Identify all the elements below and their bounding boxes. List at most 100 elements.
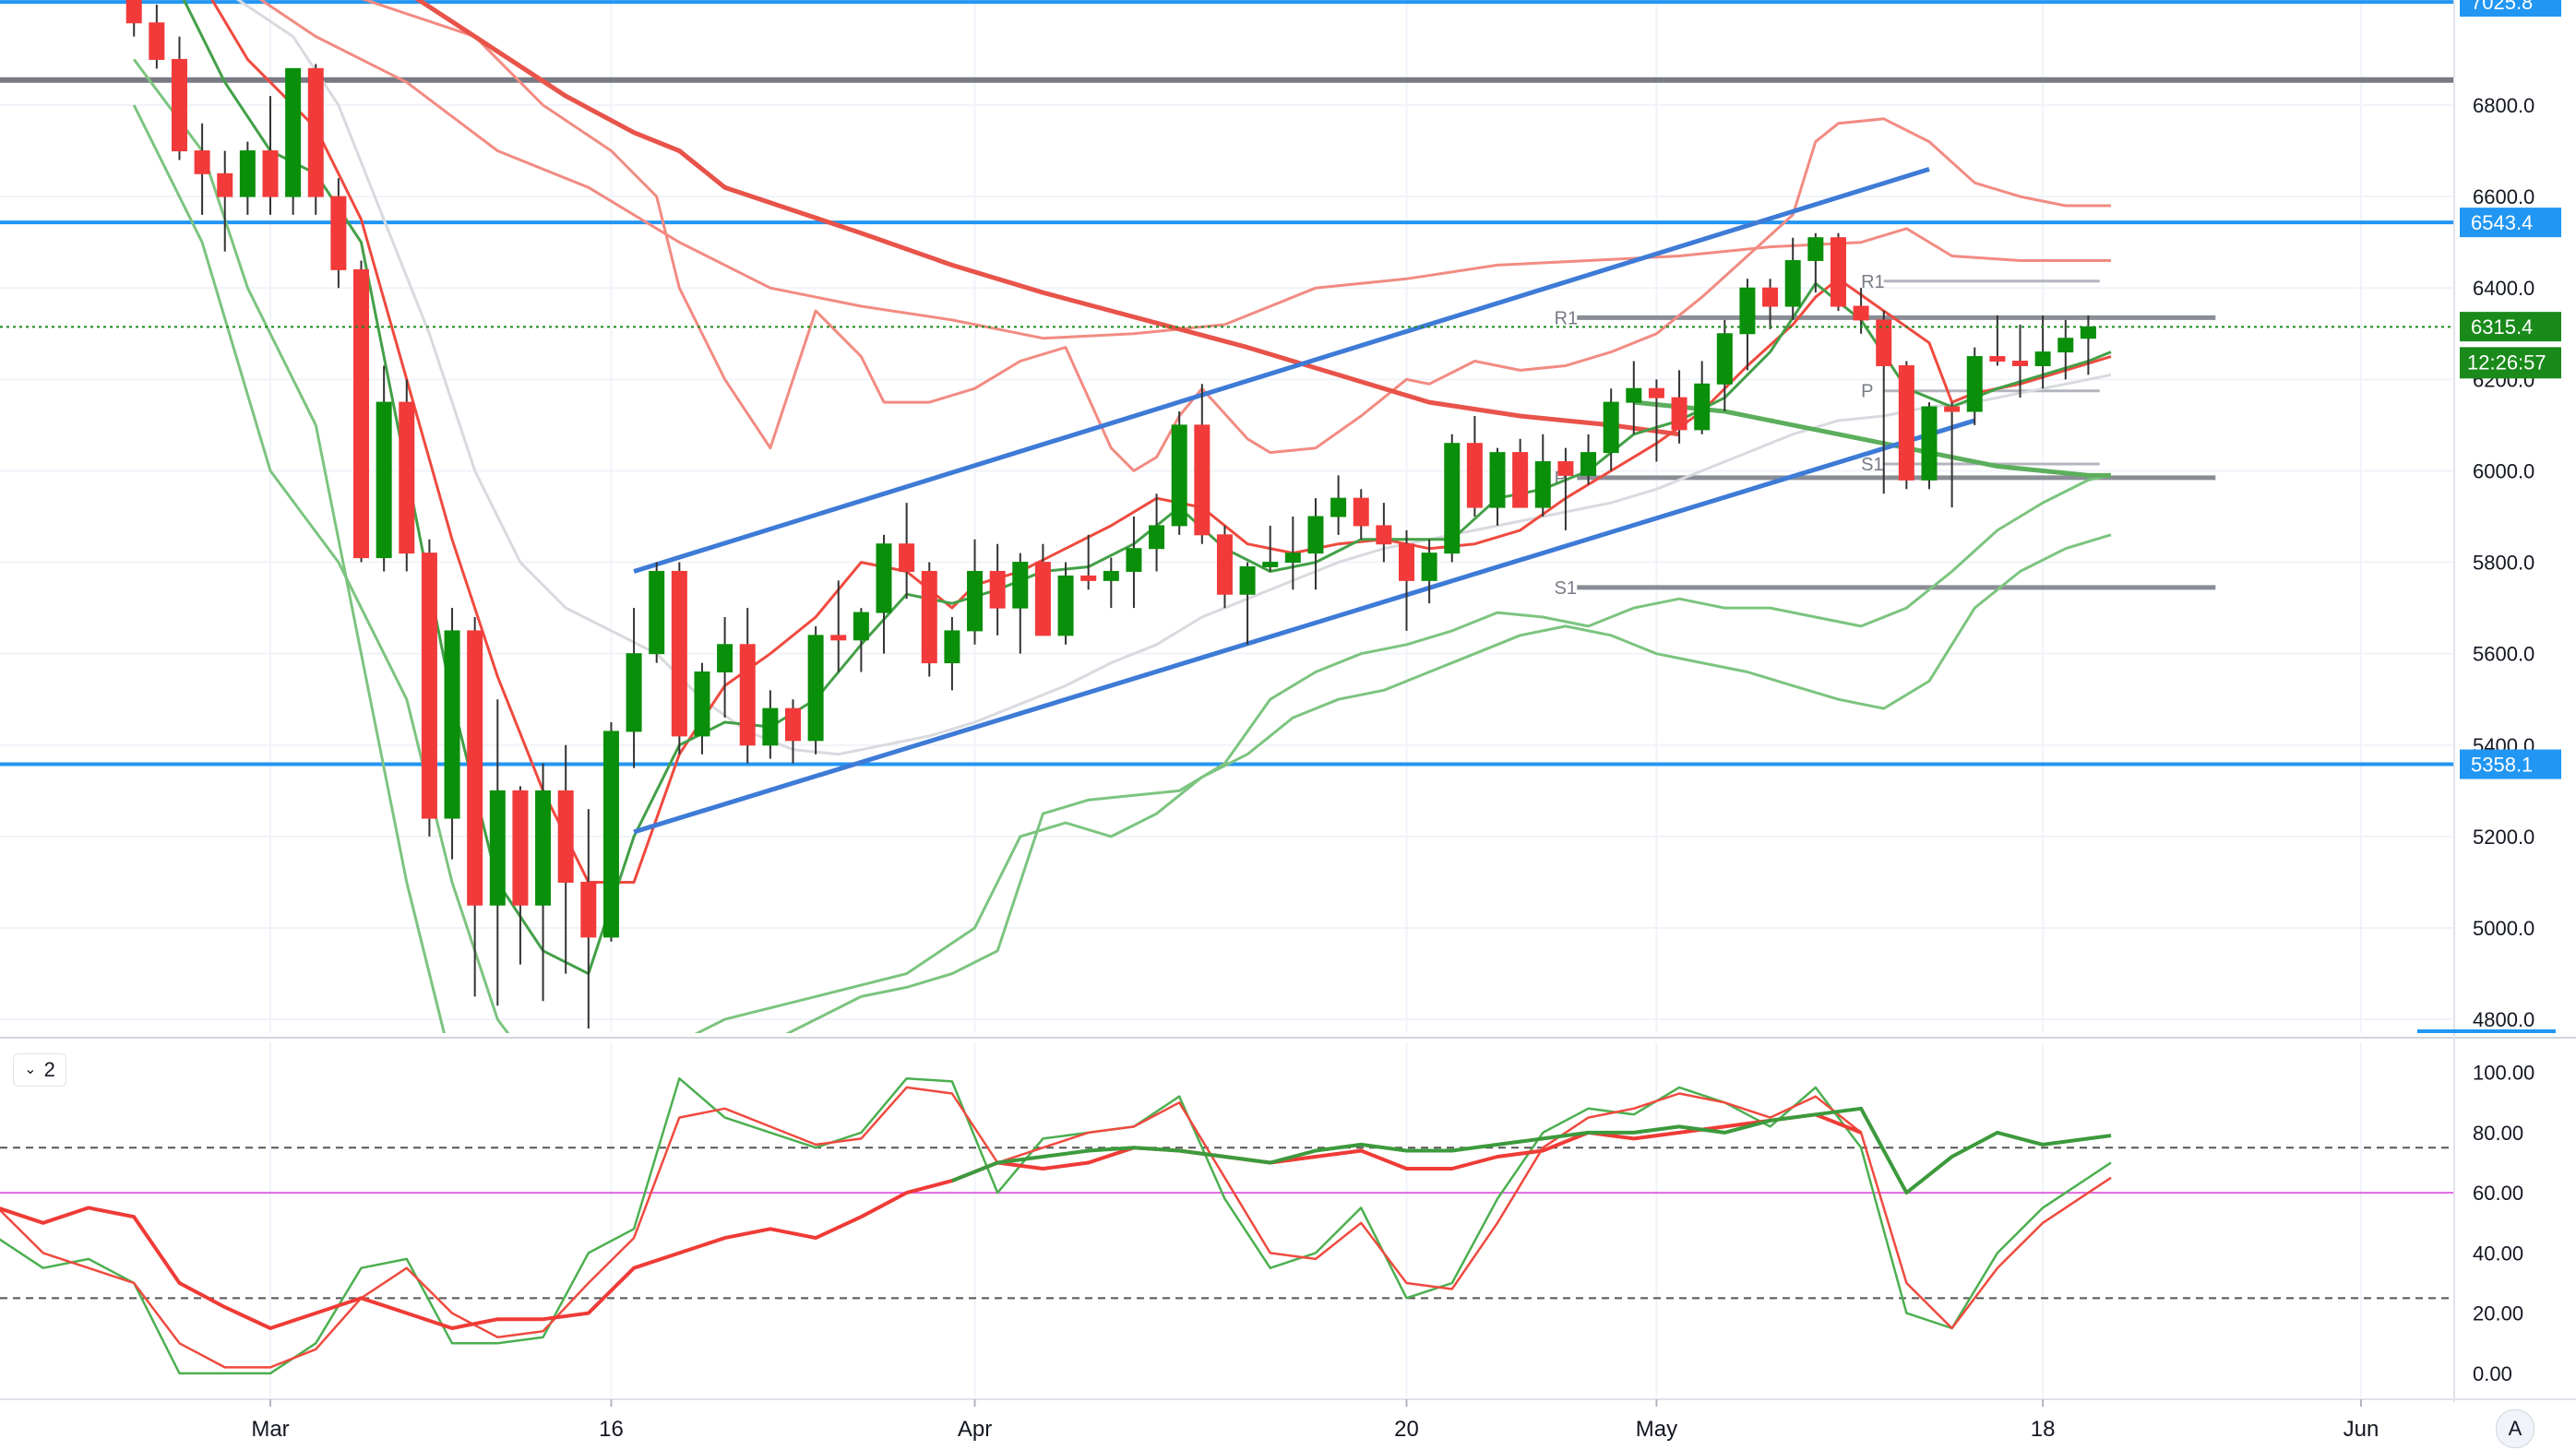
candle-body [1830, 237, 1846, 307]
candle-body [1421, 553, 1437, 581]
candle-body [535, 790, 552, 906]
candle-body [694, 671, 710, 737]
candle-body [1626, 387, 1642, 403]
candle-body [1057, 575, 1074, 636]
price-tag-label: 7025.8 [2471, 0, 2533, 14]
channel-upper-line [633, 166, 1930, 574]
kc-lower-line [132, 104, 2112, 1033]
oscillator-pane [0, 1037, 2576, 1397]
candle-body [489, 790, 506, 906]
candle-body [1103, 570, 1119, 581]
candle-body [399, 401, 415, 554]
candle-body [1876, 319, 1892, 366]
auto-scale-button[interactable]: A [2496, 1409, 2534, 1448]
candle-body [1784, 259, 1801, 307]
price-tag [2460, 312, 2561, 342]
pivot-label: S1 [1555, 578, 1577, 599]
candle-body [807, 635, 824, 742]
candle-body [1126, 548, 1142, 572]
candle-body [1853, 305, 1869, 321]
osc-tick-label: 60.00 [2473, 1182, 2523, 1205]
price-tag [2460, 749, 2561, 779]
candle-body [1034, 562, 1051, 636]
oscillator-plot [0, 1042, 2454, 1397]
candle-body [512, 790, 529, 906]
pivot-label: R1 [1555, 308, 1579, 328]
candle-body [989, 570, 1006, 609]
candle-body [580, 881, 597, 938]
candle-body [1694, 383, 1711, 431]
price-tag-label: 5358.1 [2471, 754, 2533, 777]
candle-body [1966, 356, 1983, 412]
price-tag [2460, 0, 2561, 18]
price-tag-label: 6543.4 [2471, 211, 2533, 234]
candle-body [239, 150, 256, 197]
time-tick-label: 16 [599, 1417, 624, 1442]
candle-body [421, 553, 437, 819]
candle-body [1603, 401, 1619, 454]
candle-body [853, 612, 869, 641]
candle-body [376, 401, 392, 559]
rsi-green-line [951, 1106, 2112, 1195]
time-tick-label: May [1636, 1417, 1677, 1442]
candle-body [1580, 452, 1597, 476]
candle-body [149, 22, 165, 60]
candle-body [262, 150, 279, 197]
candle-body [830, 635, 847, 641]
candle-body [1444, 443, 1461, 554]
price-tag-label: 6315.4 [2471, 315, 2533, 339]
candle-body [967, 570, 984, 632]
candle-body [194, 150, 210, 174]
countdown-label: 12:26:57 [2467, 351, 2546, 374]
osc-tick-label: 80.00 [2473, 1122, 2523, 1145]
candle-body [1239, 566, 1256, 595]
candles [125, 0, 2096, 1029]
candle-body [1944, 406, 1961, 412]
bb-upper-line [361, 0, 2111, 472]
candle-body [1376, 525, 1392, 545]
candle-body [1648, 387, 1664, 398]
candle-body [1671, 397, 1688, 431]
chevron-down-icon: ⌄ [24, 1062, 37, 1077]
candle-body [762, 707, 779, 746]
candle-body [626, 653, 642, 732]
candle-body [649, 570, 665, 655]
pane-label: 2 [43, 1058, 55, 1081]
price-tick-label: 6000.0 [2473, 459, 2534, 482]
candle-body [1171, 424, 1187, 527]
candle-body [1716, 333, 1733, 385]
rsi-red-line [0, 1112, 1862, 1330]
price-tick-label: 5200.0 [2473, 826, 2534, 849]
time-tick-label: Apr [958, 1417, 992, 1442]
candle-body [1353, 497, 1369, 527]
candle-body [353, 268, 370, 559]
candle-body [307, 67, 324, 197]
candle-body [1534, 461, 1551, 508]
sma-grey-line [235, 0, 2112, 756]
candle-body [444, 630, 460, 819]
time-tick-label: 20 [1394, 1417, 1419, 1442]
candle-body [467, 630, 483, 906]
indicator-pane-toggle[interactable]: ⌄ 2 [13, 1053, 66, 1087]
osc-tick-label: 0.00 [2473, 1362, 2512, 1385]
candle-body [876, 543, 892, 613]
kc-upper-line [258, 0, 2111, 340]
price-tick-label: 5600.0 [2473, 643, 2534, 666]
osc-tick-label: 100.00 [2473, 1062, 2534, 1085]
price-tag [2460, 208, 2561, 238]
candle-body [1399, 543, 1414, 581]
pivot-label: S1 [1861, 455, 1883, 475]
candle-body [602, 731, 619, 938]
axis-bottom-marker [2417, 1029, 2556, 1033]
candle-body [171, 58, 187, 152]
osc-tick-label: 40.00 [2473, 1242, 2523, 1265]
candle-body [285, 67, 302, 197]
candle-body [1921, 406, 1938, 481]
candle-body [1194, 424, 1210, 536]
ma-red-thick-line [414, 0, 1680, 437]
candle-body [944, 630, 960, 664]
candle-body [1489, 452, 1506, 508]
candle-body [1307, 516, 1324, 554]
candle-body [1557, 461, 1574, 476]
